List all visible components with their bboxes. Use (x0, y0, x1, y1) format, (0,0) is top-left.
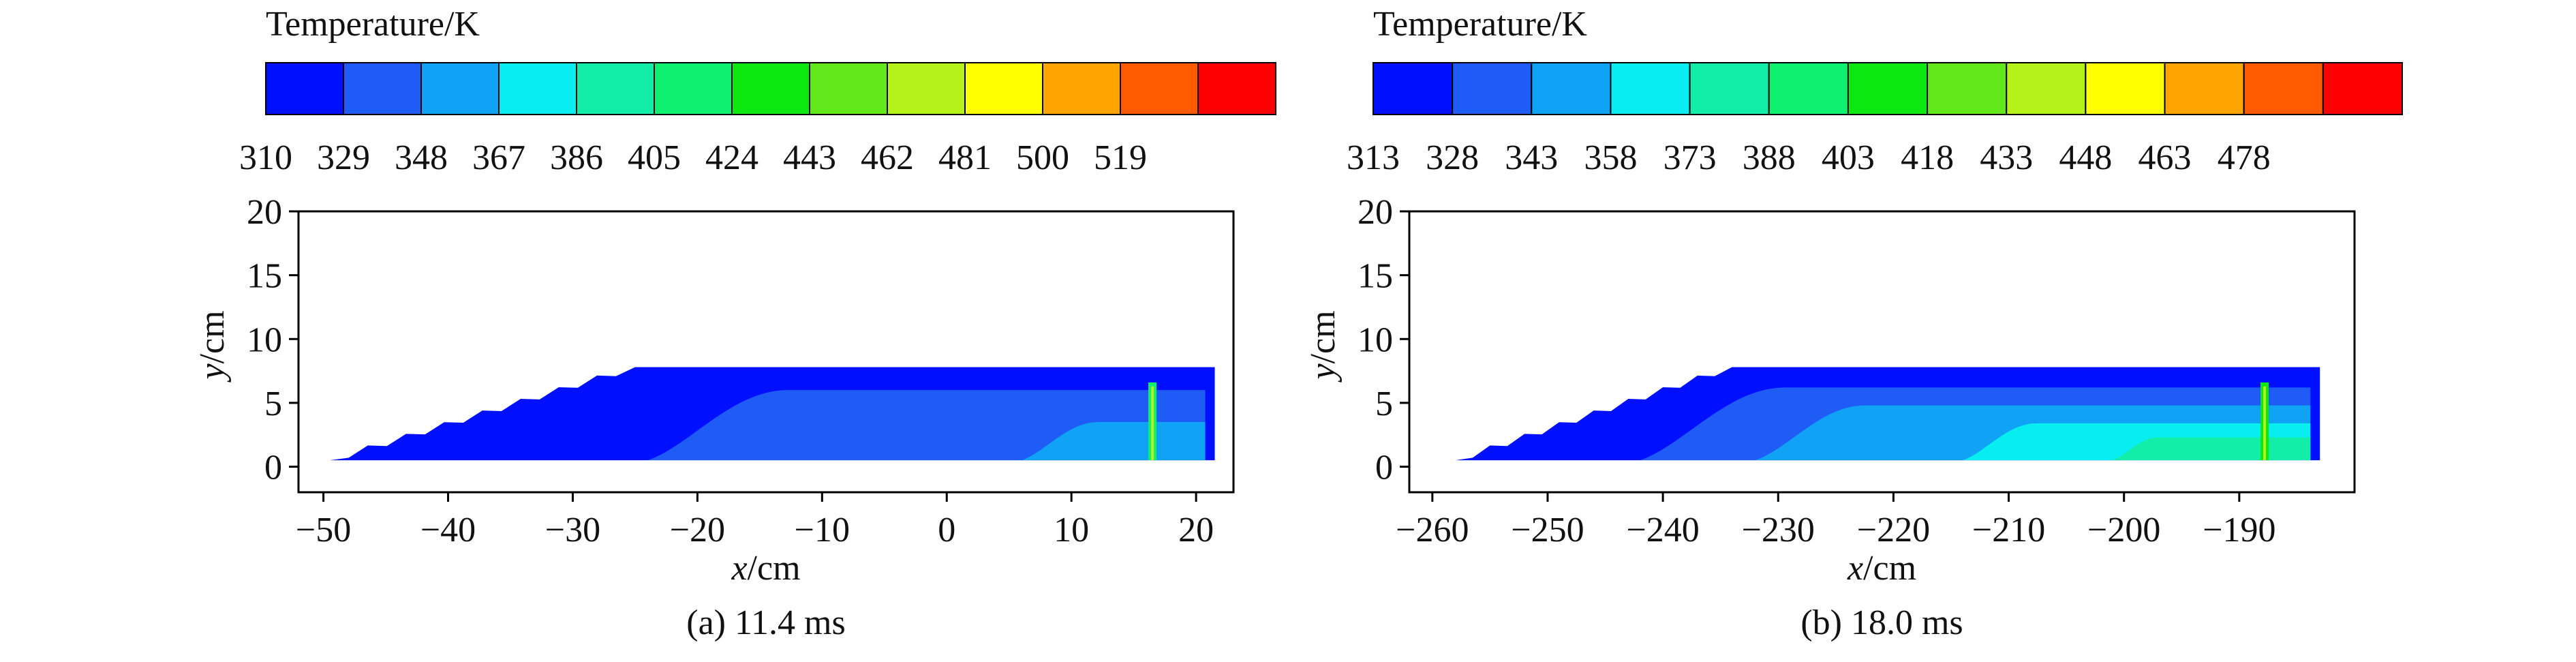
y-tick-label: 10 (247, 320, 282, 359)
temperature-field (1455, 367, 2320, 461)
x-tick-label: −200 (2087, 511, 2160, 550)
x-axis-label: x/cm (1847, 549, 1916, 588)
x-tick-label: −20 (670, 511, 725, 550)
colorbar-tick-label: 403 (1822, 138, 1875, 177)
colorbar-title: Temperature/K (266, 5, 480, 44)
colorbar-cell (1042, 62, 1121, 115)
colorbar-tick-label: 463 (2138, 138, 2192, 177)
panel-caption: (a) 11.4 ms (686, 603, 845, 642)
y-axis-label: y/cm (1304, 310, 1343, 382)
colorbar-cell (576, 62, 655, 115)
x-tick-label: −190 (2203, 511, 2275, 550)
colorbar-cell (265, 62, 344, 115)
colorbar-cell (343, 62, 422, 115)
region-warm-zone (1022, 422, 1206, 461)
y-tick-label: 5 (264, 385, 282, 423)
colorbar-cell (2164, 62, 2245, 115)
region-front-core (2263, 386, 2267, 461)
colorbar-tick-label: 329 (317, 138, 370, 177)
region-front-core (1151, 386, 1154, 461)
colorbar-tick-label: 373 (1663, 138, 1717, 177)
colorbar-tick-label: 328 (1426, 138, 1479, 177)
x-tick-label: −240 (1626, 511, 1699, 550)
colorbar-tick-label: 519 (1094, 138, 1147, 177)
x-tick-label: −50 (296, 511, 351, 550)
colorbar-cell (1768, 62, 1849, 115)
colorbar-cell (654, 62, 733, 115)
colorbar-cell (420, 62, 500, 115)
colorbar-cell (498, 62, 577, 115)
colorbar-cell (1452, 62, 1533, 115)
panel-caption: (b) 18.0 ms (1800, 603, 1963, 642)
y-tick-label: 15 (247, 257, 282, 296)
colorbar-tick-label: 433 (1980, 138, 2033, 177)
x-tick-label: 10 (1054, 511, 1089, 550)
colorbar-tick-label: 478 (2218, 138, 2271, 177)
x-axis-label: x/cm (731, 549, 800, 588)
panel-a: Temperature/K 310 329 348 367 386 405 424 443 462… (193, 5, 1276, 642)
colorbar-cell (1847, 62, 1929, 115)
x-tick-label: −210 (1972, 511, 2045, 550)
colorbar-tick-label: 348 (395, 138, 448, 177)
x-tick-label: −40 (420, 511, 476, 550)
y-axis-label: y/cm (193, 310, 232, 382)
colorbar-tick-label: 386 (550, 138, 603, 177)
colorbar-cell (1689, 62, 1770, 115)
colorbar-tick-label: 358 (1584, 138, 1637, 177)
y-tick-label: 15 (1358, 257, 1393, 296)
y-tick-label: 0 (1375, 449, 1393, 487)
plot-frame (1408, 210, 2356, 494)
x-tick-label: −220 (1857, 511, 1930, 550)
colorbar-cell (809, 62, 888, 115)
colorbar-cell (1531, 62, 1612, 115)
y-tick-label: 5 (1375, 385, 1393, 423)
colorbar-tick-label: 424 (705, 138, 758, 177)
temperature-field (329, 367, 1215, 461)
colorbar-tick-label: 443 (783, 138, 836, 177)
colorbar-cell (2243, 62, 2324, 115)
panel-b: Temperature/K 313 328 343 358 373 388 403 418 433… (1304, 5, 2404, 642)
colorbar-cell (964, 62, 1043, 115)
y-tick-label: 20 (247, 193, 282, 232)
colorbar-title: Temperature/K (1373, 5, 1587, 44)
colorbar-cell (887, 62, 966, 115)
colorbar-tick-label: 418 (1901, 138, 1954, 177)
x-tick-label: 0 (938, 511, 955, 550)
y-tick-label: 10 (1358, 320, 1393, 359)
colorbar-tick-label: 405 (628, 138, 681, 177)
colorbar-cell (731, 62, 810, 115)
colorbar-tick-label: 367 (472, 138, 525, 177)
y-tick-label: 0 (264, 449, 282, 487)
y-tick-label: 20 (1358, 193, 1393, 232)
x-tick-label: −30 (545, 511, 600, 550)
x-tick-label: 20 (1178, 511, 1214, 550)
colorbar-tick-label: 313 (1347, 138, 1400, 177)
colorbar-tick-label: 481 (938, 138, 992, 177)
colorbar-cell (1120, 62, 1199, 115)
x-tick-label: −250 (1511, 511, 1584, 550)
colorbar-cell (1373, 62, 1454, 115)
colorbar-tick-label: 500 (1016, 138, 1069, 177)
plot-frame (297, 210, 1235, 494)
colorbar-cell (2085, 62, 2166, 115)
colorbar-cell (1197, 62, 1276, 115)
colorbar-cell (1610, 62, 1691, 115)
colorbar-cell (2006, 62, 2087, 115)
colorbar-tick-label: 462 (861, 138, 914, 177)
x-tick-label: −260 (1396, 511, 1469, 550)
colorbar-cell (2322, 62, 2404, 115)
colorbar-tick-label: 448 (2059, 138, 2112, 177)
colorbar-tick-label: 388 (1743, 138, 1796, 177)
colorbar-cell (1927, 62, 2008, 115)
x-tick-label: −230 (1742, 511, 1815, 550)
colorbar-tick-label: 310 (239, 138, 292, 177)
colorbar-tick-label: 343 (1505, 138, 1558, 177)
x-tick-label: −10 (795, 511, 850, 550)
